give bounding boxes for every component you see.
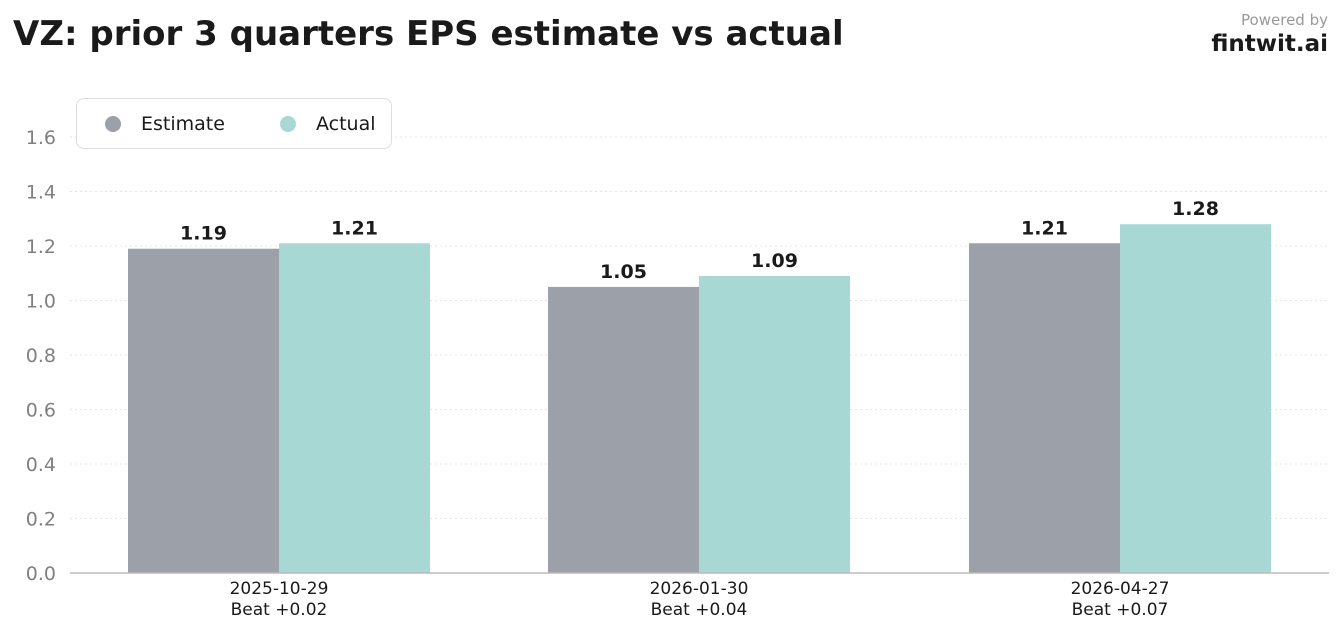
y-tick-label: 0.6: [26, 400, 56, 422]
x-tick-sublabel: Beat +0.02: [231, 600, 328, 620]
y-tick-label: 0.8: [26, 345, 56, 367]
bar-value-label: 1.21: [331, 217, 378, 239]
x-tick-sublabel: Beat +0.07: [1072, 600, 1169, 620]
y-tick-label: 1.6: [26, 127, 56, 149]
y-tick-label: 1.0: [26, 291, 56, 313]
bar-actual: [1120, 224, 1271, 573]
legend-item-estimate: Estimate: [105, 99, 225, 148]
bar-value-label: 1.28: [1172, 198, 1219, 220]
x-tick-label: 2025-10-29: [230, 579, 329, 599]
bar-actual: [699, 275, 850, 573]
legend-label-estimate: Estimate: [141, 112, 225, 135]
bar-value-label: 1.09: [751, 250, 798, 272]
powered-by-label: Powered by: [1241, 11, 1328, 29]
y-tick-label: 0.2: [26, 509, 56, 531]
y-tick-label: 1.4: [26, 182, 56, 204]
legend-swatch-estimate: [105, 115, 121, 132]
y-tick-label: 0.4: [26, 454, 56, 476]
bar-actual: [279, 243, 430, 573]
brand-logo-text: fintwit.ai: [1211, 31, 1328, 57]
bar-estimate: [548, 286, 699, 573]
bar-value-label: 1.19: [180, 223, 227, 245]
y-tick-label: 1.2: [26, 236, 56, 258]
chart-title: VZ: prior 3 quarters EPS estimate vs act…: [13, 14, 844, 54]
legend-label-actual: Actual: [316, 112, 376, 135]
bar-value-label: 1.21: [1021, 217, 1068, 239]
bar-estimate: [128, 248, 279, 573]
x-tick-label: 2026-01-30: [650, 579, 749, 599]
legend-swatch-actual: [280, 115, 296, 132]
y-tick-label: 0.0: [26, 563, 56, 585]
x-tick-label: 2026-04-27: [1071, 579, 1170, 599]
bar-estimate: [969, 243, 1120, 573]
bar-value-label: 1.05: [600, 261, 647, 283]
x-tick-sublabel: Beat +0.04: [651, 600, 748, 620]
legend-item-actual: Actual: [280, 99, 376, 148]
chart-legend: Estimate Actual: [76, 98, 392, 149]
